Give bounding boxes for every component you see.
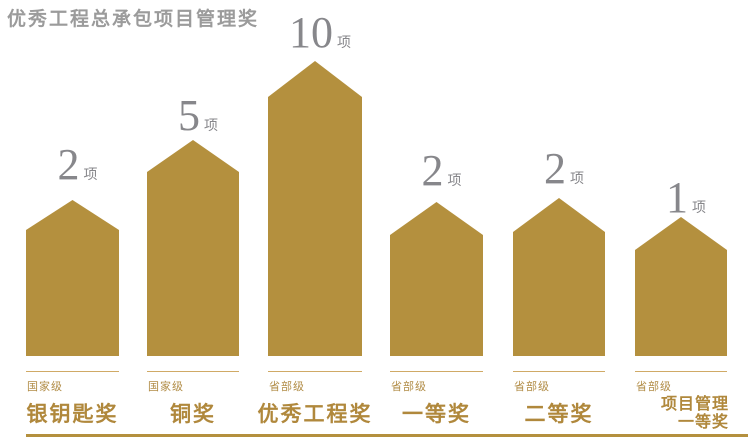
bar-level-label: 省部级 (391, 381, 427, 393)
bar-value-unit: 项 (447, 174, 462, 189)
bar-underline-rule (390, 371, 483, 372)
bar-value-number: 2 (57, 140, 80, 189)
bar-value-unit: 项 (692, 201, 706, 216)
bar-award-label: 铜奖 (170, 402, 216, 426)
bar-pentagon-shape (513, 198, 605, 356)
bar-underline-rule (26, 371, 119, 372)
bar-value-number: 5 (178, 91, 200, 140)
bar-pentagon-shape (147, 140, 239, 356)
bar-value-unit: 项 (204, 119, 218, 134)
bar-award-line: 一等奖 (677, 414, 729, 431)
bar-level-label: 省部级 (514, 381, 550, 393)
chart-title: 优秀工程总承包项目管理奖 (7, 9, 260, 30)
bar-value-label: 10 项 (273, 11, 367, 55)
bar-value-unit: 项 (570, 172, 584, 187)
bar-pentagon-shape (635, 217, 727, 356)
bar-value-number: 1 (666, 173, 688, 222)
bar-value-number: 10 (289, 8, 333, 57)
bar-underline-rule (147, 371, 239, 372)
bar-award-line: 项目管理 (660, 396, 729, 413)
bar-underline-rule (635, 371, 727, 372)
bar-award-label: 项目管理 一等奖 (567, 396, 729, 432)
bar-level-label: 国家级 (27, 381, 63, 393)
bar-underline-rule (268, 371, 362, 372)
bar-level-label: 国家级 (148, 381, 184, 393)
bar-pentagon-shape (26, 200, 119, 356)
bar-value-number: 2 (544, 144, 566, 193)
bar-pentagon-shape (268, 61, 362, 356)
chart-baseline (26, 434, 748, 437)
bar-value-unit: 项 (337, 36, 351, 51)
bar-level-label: 省部级 (269, 381, 305, 393)
bar-award-label: 银钥匙奖 (26, 402, 119, 426)
bar-award-label: 二等奖 (524, 402, 594, 426)
bar-pentagon-shape (390, 202, 483, 356)
bar-award-label: 优秀工程奖 (257, 402, 373, 426)
bar-value-unit: 项 (83, 168, 98, 183)
bar-level-label: 省部级 (636, 381, 672, 393)
bar-underline-rule (513, 371, 605, 372)
bar-value-number: 2 (421, 146, 444, 195)
bar-award-label: 一等奖 (402, 402, 471, 426)
